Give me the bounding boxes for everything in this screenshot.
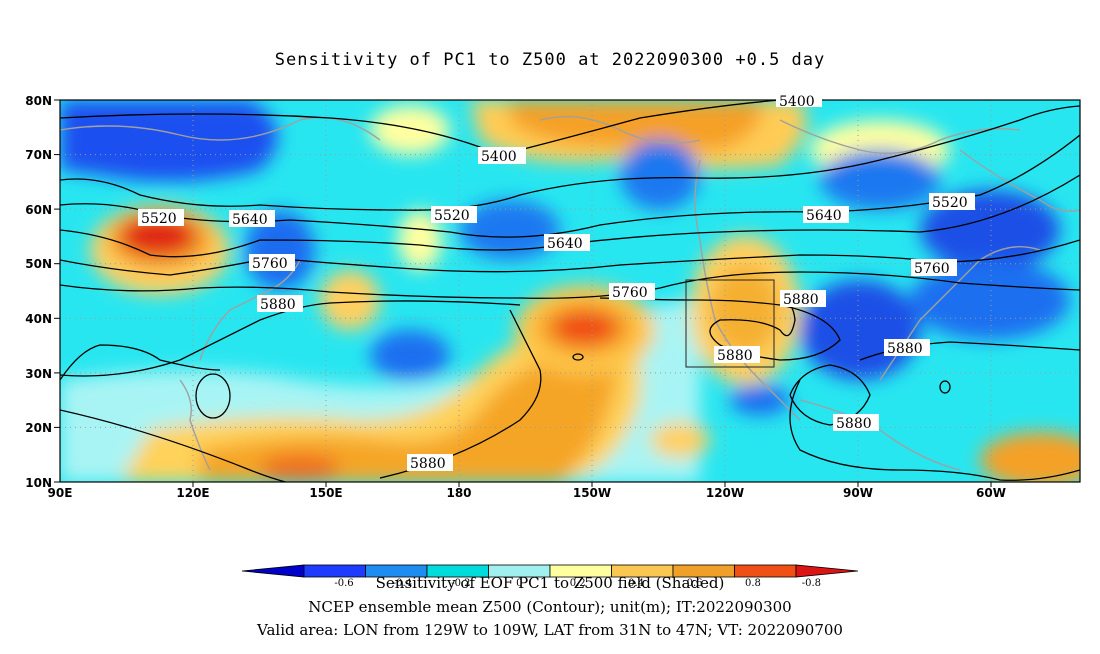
svg-text:5520: 5520 (141, 211, 177, 227)
map-frame (59, 99, 1081, 483)
contours (60, 100, 1080, 482)
svg-text:5760: 5760 (252, 256, 288, 272)
contour-label-5760: 5760 (911, 259, 957, 277)
lon-label: 90E (48, 486, 73, 500)
colorbar-right-arrow (795, 564, 859, 578)
gridlines (60, 100, 1080, 482)
svg-text:5640: 5640 (232, 212, 268, 228)
svg-text:5640: 5640 (547, 236, 583, 252)
lat-axis: 80N 70N 60N 50N 40N 30N 20N 10N (25, 94, 52, 490)
contour-label-5880: 5880 (833, 414, 879, 432)
svg-text:5880: 5880 (260, 297, 296, 313)
colorbar-tick-label: 0 (516, 578, 522, 589)
contour-label-5520: 5520 (929, 193, 975, 211)
contour-label-5880: 5880 (257, 295, 303, 313)
colorbar: -0.6 -0.4 -0.2 0 0.2 0.4 0.6 0.8 -0.8 (241, 564, 859, 589)
lat-label: 70N (25, 148, 52, 162)
colorbar-tick-label: -0.8 (802, 578, 821, 589)
contour-label-5520: 5520 (431, 206, 477, 224)
lon-label: 120W (706, 486, 744, 500)
colorbar-tick-label: -0.6 (334, 578, 353, 589)
colorbar-tick-label: 0.2 (570, 578, 586, 589)
contour-labels: 5400 5400 5520 5520 5520 5640 5640 5640 (138, 94, 975, 472)
colorbar-tick-label: -0.4 (393, 578, 412, 589)
svg-text:5520: 5520 (434, 208, 470, 224)
contour-label-5520: 5520 (138, 209, 184, 227)
shaded-field (60, 100, 1080, 482)
svg-text:5760: 5760 (914, 261, 950, 277)
colorbar-tick-label: 0.6 (687, 578, 703, 589)
lat-label: 40N (25, 312, 52, 326)
contour-label-5880: 5880 (780, 290, 826, 308)
contour-label-5760: 5760 (609, 283, 655, 301)
contour-label-5640: 5640 (803, 206, 849, 224)
footer-shaded-caption: Sensitivity of EOF PC1 to Z500 field (Sh… (375, 574, 725, 592)
lon-label: 90W (843, 486, 873, 500)
chart-title: Sensitivity of PC1 to Z500 at 2022090300… (274, 50, 826, 70)
lon-label: 60W (976, 486, 1006, 500)
svg-text:5400: 5400 (481, 149, 517, 165)
contour-label-5640: 5640 (544, 234, 590, 252)
svg-text:5400: 5400 (779, 94, 815, 110)
lat-label: 60N (25, 203, 52, 217)
svg-text:5640: 5640 (806, 208, 842, 224)
colorbar-tick-label: 0.8 (745, 578, 761, 589)
lon-label: 120E (176, 486, 209, 500)
svg-text:5760: 5760 (612, 285, 648, 301)
contour-label-5760: 5760 (249, 254, 295, 272)
lat-label: 80N (25, 94, 52, 108)
svg-text:5880: 5880 (783, 292, 819, 308)
contour-label-5400: 5400 (776, 94, 822, 110)
lat-label: 50N (25, 257, 52, 271)
svg-text:5880: 5880 (410, 456, 446, 472)
lon-label: 180 (446, 486, 471, 500)
lon-label: 150W (573, 486, 611, 500)
contour-label-5880: 5880 (884, 339, 930, 357)
lat-ticks (54, 99, 60, 483)
lat-label: 10N (25, 476, 52, 490)
contour-label-5880: 5880 (714, 346, 760, 364)
contour-label-5640: 5640 (229, 210, 275, 228)
lat-label: 20N (25, 421, 52, 435)
svg-text:5520: 5520 (932, 195, 968, 211)
lon-ticks (192, 482, 992, 487)
svg-text:5880: 5880 (836, 416, 872, 432)
valid-area-box (685, 279, 775, 368)
footer-valid-area: Valid area: LON from 129W to 109W, LAT f… (257, 621, 843, 639)
contour-label-5880: 5880 (407, 454, 453, 472)
svg-text:5880: 5880 (717, 348, 753, 364)
svg-text:5880: 5880 (887, 341, 923, 357)
colorbar-tick-label: 0.4 (628, 578, 644, 589)
lon-label: 150E (309, 486, 342, 500)
coastlines (60, 116, 1080, 471)
contour-label-5400: 5400 (478, 147, 526, 165)
lon-axis: 90E 120E 150E 180 150W 120W 90W 60W (48, 486, 1006, 500)
footer-contour-caption: NCEP ensemble mean Z500 (Contour); unit(… (308, 598, 792, 616)
colorbar-tick-label: -0.2 (451, 578, 470, 589)
lat-label: 30N (25, 367, 52, 381)
